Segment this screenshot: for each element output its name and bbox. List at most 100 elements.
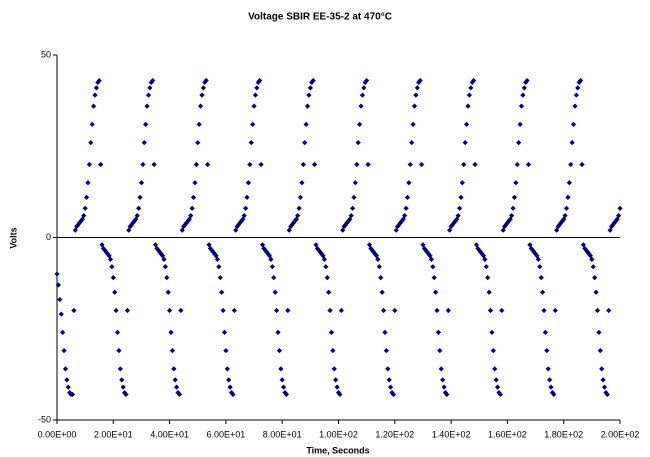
point <box>348 213 354 219</box>
point <box>380 307 387 314</box>
point <box>552 307 558 314</box>
point <box>227 384 233 390</box>
point <box>425 251 432 257</box>
point <box>114 329 121 335</box>
point <box>606 307 612 314</box>
point <box>535 256 541 262</box>
point <box>358 103 364 109</box>
point <box>516 140 522 146</box>
point <box>608 223 615 230</box>
point <box>517 121 523 127</box>
point <box>548 384 554 390</box>
point <box>551 391 557 398</box>
point <box>617 205 623 211</box>
point <box>378 275 384 281</box>
point <box>416 79 422 85</box>
point <box>406 180 412 186</box>
point <box>409 140 415 146</box>
point <box>251 103 257 109</box>
point <box>311 161 318 168</box>
point <box>217 275 223 281</box>
point <box>147 85 153 91</box>
point <box>272 289 278 295</box>
point <box>55 282 62 288</box>
point <box>162 264 168 270</box>
x-tick-label: 1.40E+02 <box>432 429 471 439</box>
point <box>418 161 425 168</box>
x-tick-label: 1.20E+02 <box>375 429 414 439</box>
point <box>321 256 328 262</box>
point <box>499 307 505 314</box>
point <box>593 289 599 295</box>
point <box>205 161 211 168</box>
point <box>116 348 122 354</box>
point <box>107 256 114 262</box>
point <box>532 251 539 257</box>
point <box>143 121 149 127</box>
point <box>230 391 236 398</box>
point <box>188 213 194 219</box>
point <box>161 256 167 262</box>
point <box>395 223 401 230</box>
point <box>478 249 484 255</box>
point <box>393 227 399 233</box>
point <box>482 256 488 262</box>
point <box>297 194 304 200</box>
point <box>296 205 302 211</box>
point <box>64 377 70 383</box>
point <box>594 307 601 314</box>
point <box>61 348 67 354</box>
point <box>385 366 391 372</box>
point <box>219 289 225 295</box>
point <box>258 161 264 168</box>
point <box>71 307 77 314</box>
point <box>579 161 585 168</box>
point <box>379 289 385 295</box>
point <box>82 205 88 211</box>
point <box>577 77 584 84</box>
point <box>556 222 563 228</box>
point <box>250 121 256 127</box>
point <box>472 161 478 168</box>
point <box>96 77 102 84</box>
point <box>603 390 609 396</box>
point <box>117 366 123 372</box>
point <box>355 140 361 146</box>
point <box>615 213 622 219</box>
point <box>337 391 343 398</box>
point <box>285 307 291 314</box>
point <box>475 245 481 252</box>
point <box>538 275 544 281</box>
point <box>600 377 606 383</box>
point <box>290 220 297 226</box>
point <box>281 384 287 390</box>
point <box>62 366 69 372</box>
point <box>392 307 398 314</box>
point <box>451 220 457 226</box>
point <box>369 247 375 253</box>
point <box>196 121 202 127</box>
point <box>424 249 430 255</box>
point <box>396 222 402 228</box>
x-tick-label: 1.00E+02 <box>319 429 358 439</box>
point <box>241 213 247 219</box>
point <box>252 92 259 98</box>
point <box>151 161 157 168</box>
point <box>433 289 439 295</box>
point <box>562 213 568 219</box>
point <box>324 275 330 281</box>
point <box>302 140 308 146</box>
point <box>278 366 284 372</box>
point <box>563 205 570 211</box>
point <box>319 251 325 257</box>
point <box>413 92 419 98</box>
point <box>65 384 71 390</box>
point <box>83 194 90 200</box>
point <box>138 180 145 186</box>
point <box>54 271 60 277</box>
point <box>351 194 357 200</box>
point <box>216 264 222 270</box>
x-tick-label: 0.00E+00 <box>38 429 77 439</box>
point <box>330 348 336 354</box>
point <box>328 329 335 335</box>
